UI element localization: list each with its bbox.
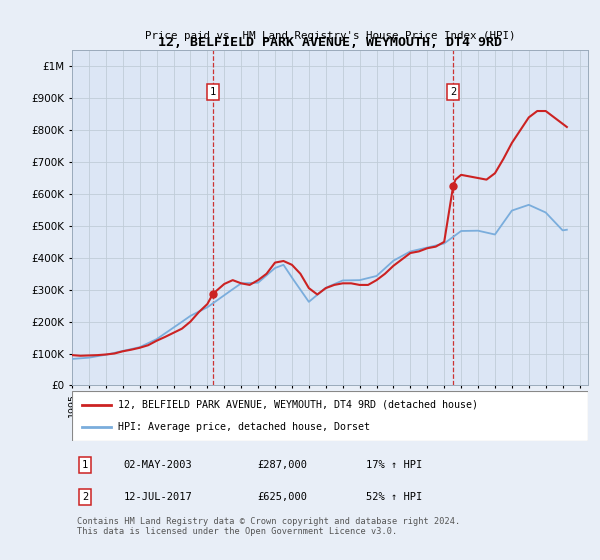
- Text: Price paid vs. HM Land Registry's House Price Index (HPI): Price paid vs. HM Land Registry's House …: [145, 31, 515, 41]
- Title: 12, BELFIELD PARK AVENUE, WEYMOUTH, DT4 9RD: 12, BELFIELD PARK AVENUE, WEYMOUTH, DT4 …: [158, 36, 502, 49]
- Text: 52% ↑ HPI: 52% ↑ HPI: [366, 492, 422, 502]
- Text: Contains HM Land Registry data © Crown copyright and database right 2024.
This d: Contains HM Land Registry data © Crown c…: [77, 517, 460, 536]
- Text: 17% ↑ HPI: 17% ↑ HPI: [366, 460, 422, 470]
- Text: 2: 2: [450, 87, 456, 97]
- FancyBboxPatch shape: [72, 391, 588, 441]
- Text: £287,000: £287,000: [258, 460, 308, 470]
- Text: 2: 2: [82, 492, 88, 502]
- Text: 12, BELFIELD PARK AVENUE, WEYMOUTH, DT4 9RD (detached house): 12, BELFIELD PARK AVENUE, WEYMOUTH, DT4 …: [118, 400, 478, 410]
- Text: £625,000: £625,000: [258, 492, 308, 502]
- Text: 02-MAY-2003: 02-MAY-2003: [124, 460, 193, 470]
- Text: 12-JUL-2017: 12-JUL-2017: [124, 492, 193, 502]
- Text: HPI: Average price, detached house, Dorset: HPI: Average price, detached house, Dors…: [118, 422, 370, 432]
- Text: 1: 1: [210, 87, 216, 97]
- Text: 1: 1: [82, 460, 88, 470]
